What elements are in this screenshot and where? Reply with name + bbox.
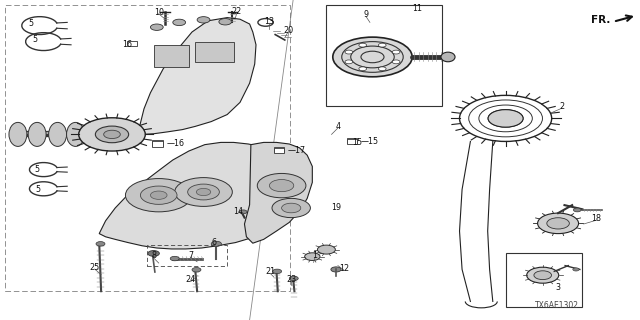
Circle shape <box>345 60 353 64</box>
Bar <box>195 42 234 62</box>
Ellipse shape <box>9 122 27 146</box>
Text: 2: 2 <box>559 102 564 111</box>
Text: 22: 22 <box>232 7 242 16</box>
Circle shape <box>272 198 310 218</box>
Circle shape <box>95 126 129 143</box>
Text: 10: 10 <box>154 8 164 17</box>
Circle shape <box>282 203 301 213</box>
Circle shape <box>538 213 579 234</box>
Text: 5: 5 <box>28 19 33 28</box>
Circle shape <box>219 19 232 25</box>
Text: 3: 3 <box>556 283 561 292</box>
Circle shape <box>104 130 120 139</box>
Text: 21: 21 <box>265 267 275 276</box>
Text: 12: 12 <box>339 264 349 273</box>
Circle shape <box>359 43 367 47</box>
Circle shape <box>125 179 192 212</box>
Circle shape <box>331 267 341 272</box>
Circle shape <box>573 268 579 271</box>
Circle shape <box>150 191 167 199</box>
Circle shape <box>547 218 570 229</box>
Text: —15: —15 <box>361 137 379 146</box>
Circle shape <box>305 253 320 260</box>
Circle shape <box>197 17 210 23</box>
Circle shape <box>239 210 247 214</box>
Circle shape <box>269 180 294 192</box>
Bar <box>347 139 357 144</box>
Text: 19: 19 <box>331 203 341 212</box>
Circle shape <box>170 256 179 261</box>
Circle shape <box>392 50 400 54</box>
Bar <box>506 253 582 307</box>
Text: 23: 23 <box>286 275 296 284</box>
Text: 14: 14 <box>233 207 243 216</box>
Ellipse shape <box>49 122 67 146</box>
Polygon shape <box>244 142 312 243</box>
Text: 1: 1 <box>312 252 317 260</box>
Text: 9: 9 <box>364 10 369 19</box>
Circle shape <box>488 110 523 127</box>
Polygon shape <box>138 18 256 134</box>
Bar <box>127 41 137 46</box>
Ellipse shape <box>441 52 455 62</box>
Text: 5: 5 <box>36 185 41 194</box>
Circle shape <box>317 245 335 254</box>
Text: 4: 4 <box>335 122 340 131</box>
Circle shape <box>359 67 367 71</box>
Circle shape <box>378 67 386 71</box>
Text: —17: —17 <box>288 146 306 155</box>
Circle shape <box>211 241 221 246</box>
Circle shape <box>392 60 400 64</box>
Circle shape <box>573 208 581 212</box>
Text: 5: 5 <box>35 165 40 174</box>
Circle shape <box>79 118 145 151</box>
Circle shape <box>257 173 306 198</box>
Circle shape <box>192 268 201 272</box>
Text: TX6AE1302: TX6AE1302 <box>535 301 579 310</box>
Circle shape <box>273 269 282 274</box>
Circle shape <box>188 184 220 200</box>
Ellipse shape <box>67 122 84 146</box>
Circle shape <box>333 37 412 77</box>
Bar <box>152 141 163 147</box>
Circle shape <box>150 24 163 30</box>
Circle shape <box>534 271 552 280</box>
Circle shape <box>173 19 186 26</box>
Circle shape <box>527 267 559 283</box>
Circle shape <box>345 50 353 54</box>
Text: 11: 11 <box>412 4 422 13</box>
Circle shape <box>196 188 211 196</box>
Circle shape <box>96 242 105 246</box>
Bar <box>5 5 290 291</box>
Polygon shape <box>99 142 296 249</box>
Bar <box>274 147 284 152</box>
Text: 5: 5 <box>33 36 38 44</box>
Bar <box>154 45 189 67</box>
Bar <box>152 140 163 146</box>
Text: 15: 15 <box>352 138 362 147</box>
Ellipse shape <box>86 122 104 146</box>
Text: 18: 18 <box>591 214 602 223</box>
Circle shape <box>148 251 159 256</box>
Ellipse shape <box>28 122 46 146</box>
Text: 7: 7 <box>188 251 193 260</box>
Circle shape <box>378 43 386 47</box>
Bar <box>147 245 227 266</box>
Text: 16: 16 <box>122 40 132 49</box>
Text: FR.: FR. <box>591 15 611 25</box>
Text: 13: 13 <box>264 17 274 26</box>
Circle shape <box>140 186 177 204</box>
Circle shape <box>175 178 232 206</box>
Text: —16: —16 <box>166 140 184 148</box>
Bar <box>274 148 284 153</box>
Circle shape <box>289 276 298 281</box>
Text: 24: 24 <box>186 276 196 284</box>
Text: 8: 8 <box>151 252 156 260</box>
Text: 20: 20 <box>283 26 293 35</box>
Text: 25: 25 <box>90 263 100 272</box>
Text: 6: 6 <box>212 238 217 247</box>
Bar <box>326 5 442 106</box>
Bar <box>347 138 357 143</box>
